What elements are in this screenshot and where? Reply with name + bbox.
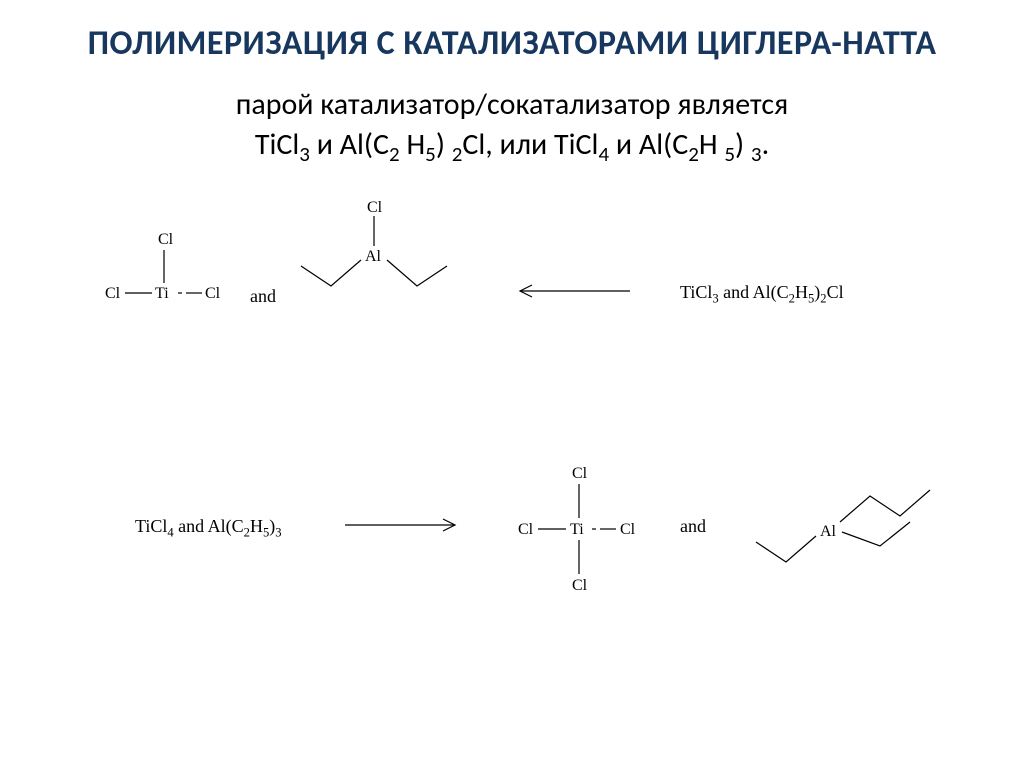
diagram-area: Ti Cl Cl Cl and Al Cl [40,196,984,636]
row2-arrow [335,510,465,540]
ticl4-cl-bottom: Cl [572,577,588,594]
row1-and: and [250,286,276,307]
ticl3-structure: Ti Cl Cl Cl [100,226,240,336]
ticl3-cl-right: Cl [205,285,221,302]
ticl3-cl-top: Cl [158,231,174,248]
row2-and: and [680,516,706,537]
al3-center: Al [820,523,837,540]
ticl4-cl-right: Cl [620,521,636,538]
ticl4-ti: Ti [570,521,584,538]
ticl4-structure: Ti Cl Cl Cl Cl [510,456,660,606]
al-center: Al [365,248,382,265]
ticl3-ti: Ti [155,285,169,302]
row1-rhs-formula: TiCl3 and Al(C2H5)2Cl [680,282,844,303]
ticl3-cl-left: Cl [105,285,121,302]
al-cl-top: Cl [367,199,383,216]
row2-lhs-formula: TiCl4 and Al(C2H5)3 [135,516,282,537]
ticl4-cl-top: Cl [572,465,588,482]
slide: ПОЛИМЕРИЗАЦИЯ С КАТАЛИЗАТОРАМИ ЦИГЛЕРА-Н… [0,0,1024,767]
slide-title: ПОЛИМЕРИЗАЦИЯ С КАТАЛИЗАТОРАМИ ЦИГЛЕРА-Н… [40,24,984,65]
ticl4-cl-left: Cl [518,521,534,538]
al-ethyl2-cl-structure: Al Cl [295,196,475,326]
slide-subtitle: парой катализатор/сокатализатор является… [50,85,974,166]
al-ethyl3-structure: Al [730,436,940,606]
row1-arrow [510,276,640,306]
